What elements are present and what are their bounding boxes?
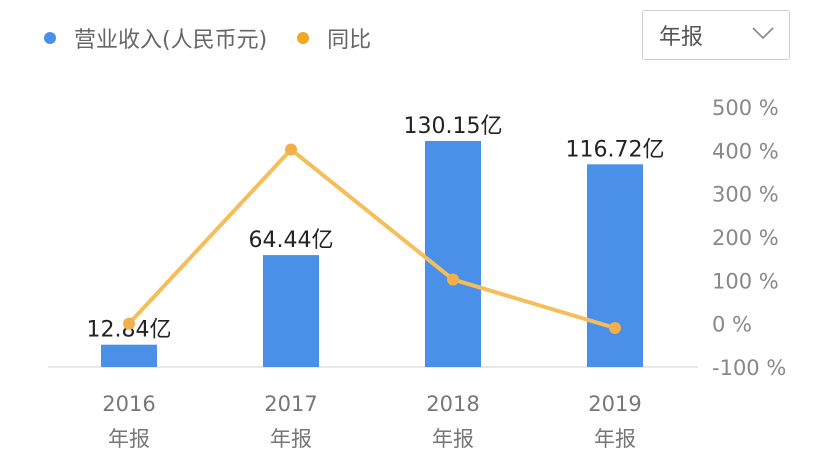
x-tick-sublabel: 年报 (594, 427, 636, 451)
x-tick-label: 2017 (264, 392, 317, 416)
bar-value-label: 64.44亿 (249, 228, 334, 253)
y-right-tick-label: 0 % (712, 313, 752, 337)
yoy-point-2016[interactable] (123, 317, 135, 330)
chart-legend: 营业收入(人民币元) 同比 (44, 22, 401, 54)
x-tick-sublabel: 年报 (108, 427, 150, 451)
y-right-tick-label: 300 % (712, 183, 779, 207)
bar-value-label: 116.72亿 (566, 137, 665, 162)
legend-item-revenue[interactable]: 营业收入(人民币元) (44, 22, 267, 54)
y-right-tick-label: -100 % (712, 356, 786, 380)
yoy-line (127, 147, 616, 330)
bar-2018[interactable] (425, 141, 481, 367)
legend-dot-revenue (44, 32, 56, 44)
legend-label-yoy: 同比 (327, 28, 372, 53)
bar-2019[interactable] (587, 164, 643, 367)
period-select-value: 年报 (659, 25, 704, 50)
period-select[interactable]: 年报 (642, 10, 790, 60)
y-right-tick-label: 200 % (712, 226, 779, 250)
y-right-tick-label: 500 % (712, 96, 779, 120)
yoy-point-2018[interactable] (447, 273, 459, 286)
bar-value-label: 130.15亿 (404, 114, 503, 139)
x-tick-sublabel: 年报 (432, 427, 474, 451)
x-tick-label: 2019 (588, 392, 641, 416)
legend-item-yoy[interactable]: 同比 (297, 22, 371, 54)
yoy-point-2019[interactable] (609, 322, 621, 334)
y-right-tick-label: 100 % (712, 269, 779, 293)
y-right-tick-label: 400 % (712, 139, 779, 163)
bar-2016[interactable] (101, 344, 157, 367)
legend-dot-yoy (297, 32, 310, 44)
x-tick-label: 2016 (102, 392, 155, 416)
legend-label-revenue: 营业收入(人民币元) (74, 28, 268, 53)
bar-2017[interactable] (263, 255, 319, 367)
x-tick-label: 2018 (426, 392, 479, 416)
x-tick-sublabel: 年报 (270, 427, 312, 451)
yoy-point-2017[interactable] (285, 143, 297, 156)
chevron-down-icon (752, 27, 774, 40)
